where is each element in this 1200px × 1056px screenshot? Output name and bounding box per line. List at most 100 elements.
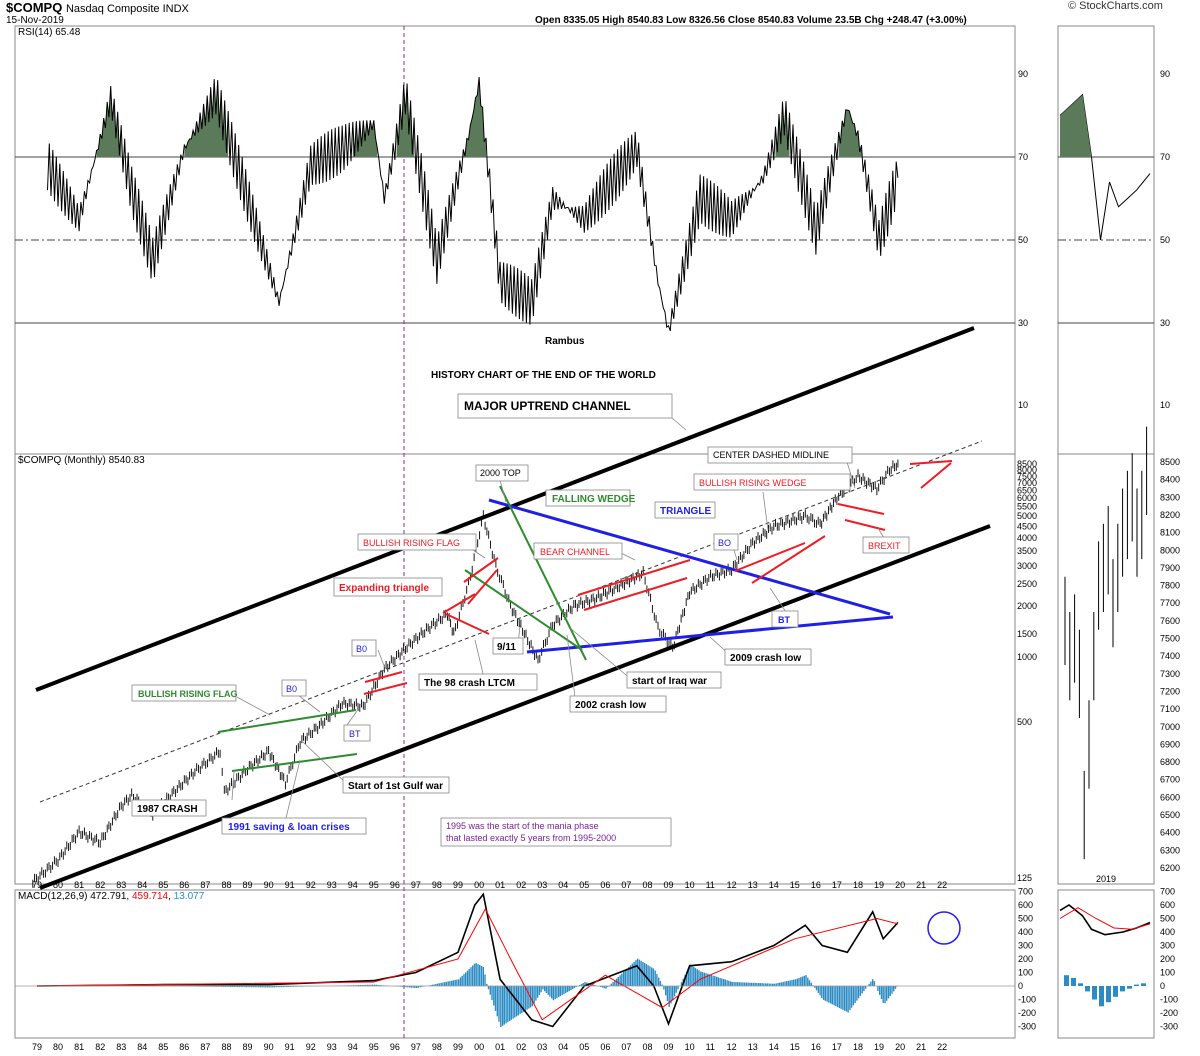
macd-hist-bar <box>668 986 670 1007</box>
macd-hist-bar <box>677 986 679 990</box>
price-tick-label: 6000 <box>1017 493 1037 503</box>
macd-hist-bar <box>421 986 423 987</box>
macd-hist-bar <box>694 968 697 986</box>
macd-hist-bar <box>542 986 544 990</box>
macd-hist-bar <box>726 980 728 986</box>
ohlc-summary: Open 8335.05 High 8540.83 Low 8326.56 Cl… <box>535 15 967 26</box>
inset-price-tick-label: 6400 <box>1160 828 1180 838</box>
inset-rsi-tick-label: 50 <box>1160 235 1170 245</box>
inset-price-tick-label: 8100 <box>1160 528 1180 538</box>
macd-hist-bar <box>379 985 381 986</box>
macd-hist-bar <box>370 984 372 986</box>
macd-hist-bar <box>477 964 479 986</box>
year-tick-label-bottom: 86 <box>179 1042 189 1052</box>
macd-hist-bar <box>708 974 711 986</box>
macd-hist-bar <box>773 983 776 986</box>
macd-hist-bar <box>545 986 548 993</box>
macd-hist-bar <box>652 968 655 986</box>
price-tick-label: 1000 <box>1017 652 1037 662</box>
macd-hist-bar <box>293 986 295 987</box>
macd-hist-bar <box>621 973 623 986</box>
inset-macd-tick-label: 200 <box>1160 954 1175 964</box>
mania-box <box>440 817 672 847</box>
rising-wedge-lower <box>751 535 826 584</box>
macd-hist-bar <box>666 986 669 1002</box>
macd-hist-bar <box>249 986 251 988</box>
macd-hist-bar <box>635 960 637 986</box>
macd-hist-bar <box>673 986 676 997</box>
bo-label-1: B0 <box>356 644 367 654</box>
price-tick-label: 1500 <box>1017 629 1037 639</box>
channel-upper-line <box>35 326 975 692</box>
inset-macd-tick-label: 0 <box>1160 981 1165 991</box>
year-tick-label: 22 <box>937 880 947 890</box>
macd-hist-bar <box>361 985 363 986</box>
flag-1987-upper <box>217 709 357 733</box>
year-tick-label-bottom: 87 <box>200 1042 210 1052</box>
crash-1987-box <box>131 799 207 817</box>
history-title: HISTORY CHART OF THE END OF THE WORLD <box>431 370 656 381</box>
macd-hist-bar <box>489 986 491 995</box>
macd-hist-bar <box>459 977 462 986</box>
year-tick-label-bottom: 83 <box>116 1042 126 1052</box>
macd-hist-bar <box>380 985 383 986</box>
macd-hist-bar <box>528 986 530 1009</box>
macd-highlight-circle <box>927 911 961 945</box>
macd-hist-bar <box>647 965 649 986</box>
macd-tick-label: -100 <box>1018 995 1036 1005</box>
macd-hist-bar <box>521 986 523 1013</box>
macd-hist-bar <box>501 986 504 1026</box>
symbol: $COMPQ Nasdaq Composite INDX <box>6 0 189 15</box>
macd-hist-bar <box>254 986 256 988</box>
iraq-label: start of Iraq war <box>632 676 707 687</box>
year-tick-label: 02 <box>516 880 526 890</box>
macd-hist-bar <box>442 982 444 986</box>
channel-lower-line <box>39 524 991 890</box>
macd-hist-bar <box>728 980 730 986</box>
inset-price-tick-label: 7000 <box>1160 722 1180 732</box>
macd-name: MACD(12,26,9) <box>18 891 88 902</box>
inset-macd-tick-label: 600 <box>1160 900 1175 910</box>
rising-flag-1987-box <box>131 684 237 702</box>
inset-hist-bar <box>1127 986 1132 989</box>
rising-wedge-label: BULLISH RISING WEDGE <box>699 478 807 488</box>
macd-hist-bar <box>821 986 823 998</box>
macd-hist-bar <box>691 965 693 986</box>
macd-hist-bar <box>854 986 856 1003</box>
macd-hist-bar <box>731 981 733 986</box>
year-tick-label: 80 <box>53 880 63 890</box>
inset-rsi-tick-label: 10 <box>1160 400 1170 410</box>
macd-hist-bar <box>849 986 851 1011</box>
macd-hist-bar <box>366 984 369 986</box>
crash-2009-label: 2009 crash low <box>730 653 801 664</box>
price-tick-label: 125 <box>1017 873 1032 883</box>
year-tick-label-bottom: 15 <box>790 1042 800 1052</box>
falling-wedge-box <box>545 489 631 507</box>
macd-hist-bar <box>237 986 239 988</box>
year-tick-label: 05 <box>579 880 589 890</box>
macd-hist-bar <box>779 982 781 986</box>
bo-box-2 <box>281 679 307 697</box>
macd-hist-bar <box>486 983 488 986</box>
year-tick-label: 04 <box>558 880 568 890</box>
rising-flag-1998-box <box>357 533 477 551</box>
bt-label-1: BT <box>349 729 361 739</box>
year-tick-label: 15 <box>790 880 800 890</box>
macd-tick-label: 300 <box>1018 941 1033 951</box>
macd-hist-bar <box>817 986 819 993</box>
macd-hist-bar <box>473 963 476 986</box>
inset-macd-tick-label: 700 <box>1160 887 1175 897</box>
macd-hist-bar <box>631 963 634 986</box>
macd-hist-bar <box>747 982 749 986</box>
macd-hist-bar <box>786 981 788 986</box>
inset-macd-tick-label: -300 <box>1160 1022 1178 1032</box>
macd-hist-bar <box>791 980 793 986</box>
year-tick-label-bottom: 17 <box>832 1042 842 1052</box>
macd-line <box>36 892 899 1028</box>
macd-hist-bar <box>438 983 441 986</box>
year-tick-label: 86 <box>179 880 189 890</box>
inset-price-tick-label: 8000 <box>1160 545 1180 555</box>
rsi-tick-label: 30 <box>1018 318 1028 328</box>
macd-hist-bar <box>603 986 605 989</box>
macd-hist-bar <box>693 966 695 986</box>
